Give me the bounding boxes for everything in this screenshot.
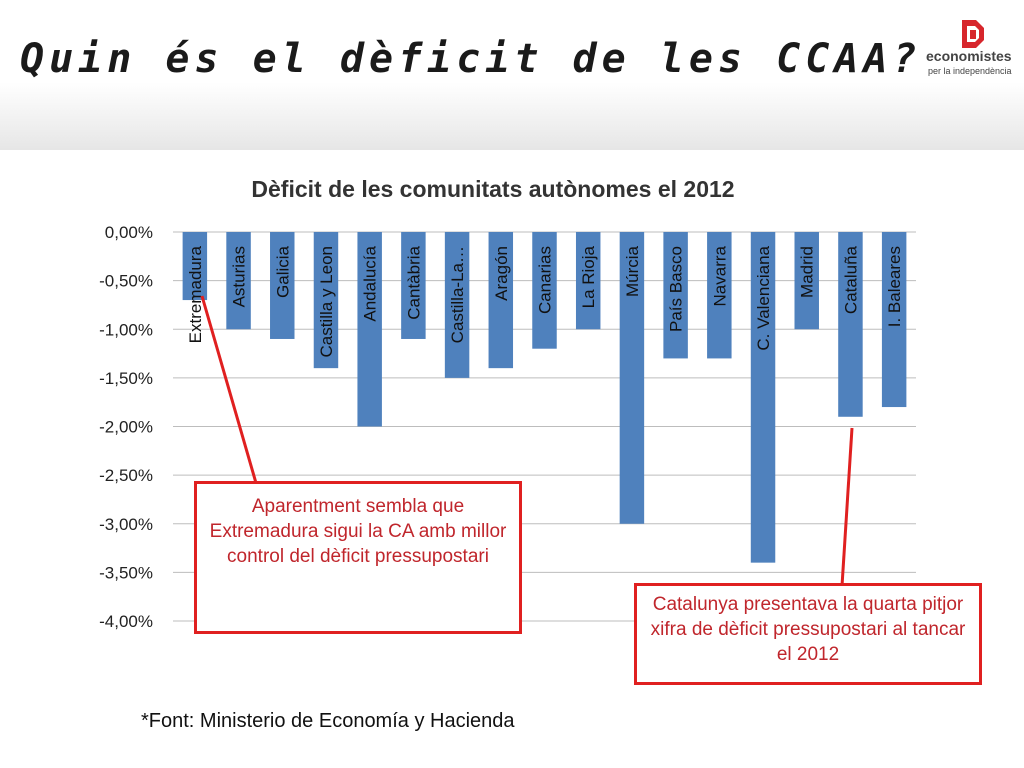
y-tick-label: -4,00% (99, 612, 153, 631)
category-label: Cantàbria (404, 245, 423, 319)
category-label: La Rioja (579, 245, 598, 308)
catalunya-callout: Catalunya presentava la quarta pitjor xi… (634, 583, 982, 685)
bar-10 (619, 232, 645, 524)
source-note: *Font: Ministerio de Economía y Hacienda (141, 710, 515, 732)
y-tick-label: -3,50% (99, 563, 153, 582)
category-labels: Extremadura Asturias Galicia Castilla y Leo… (186, 245, 904, 357)
bar-9 (575, 232, 601, 330)
bar-12 (707, 232, 732, 359)
category-label: Andalucía (361, 245, 380, 321)
bar-1 (226, 232, 251, 330)
y-tick-label: -1,00% (99, 320, 153, 339)
bar-3 (313, 232, 339, 369)
bar-2 (270, 232, 295, 339)
chart-title: Dèficit de les comunitats autònomes el 2… (251, 176, 734, 202)
category-label: País Basco (667, 246, 686, 332)
extremadura-callout: Aparentment sembla que Extremadura sigui… (194, 481, 522, 634)
bar-5 (401, 232, 426, 339)
bar-16 (881, 232, 907, 408)
bar-6 (444, 232, 470, 378)
category-label: Asturias (230, 246, 249, 307)
y-tick-label: -2,00% (99, 418, 153, 437)
left-callout-pointer (200, 295, 258, 484)
category-label: I. Baleares (885, 246, 904, 327)
bar-7 (488, 232, 514, 369)
logo-name: economistes (926, 48, 1012, 64)
category-label: Múrcia (623, 245, 642, 297)
callout-pointers (200, 295, 854, 587)
bar-0 (182, 232, 208, 301)
bar-11 (663, 232, 688, 359)
y-tick-label: -2,50% (99, 466, 153, 485)
y-tick-label: -0,50% (99, 272, 153, 291)
bar-14 (794, 232, 819, 330)
category-label: Castilla-La… (448, 246, 467, 343)
bar-15 (838, 232, 863, 417)
y-tick-label: -1,50% (99, 369, 153, 388)
category-label: C. Valenciana (754, 245, 773, 350)
category-label: Madrid (798, 246, 817, 298)
bar-13 (750, 232, 776, 563)
category-label: Castilla y Leon (317, 246, 336, 358)
right-callout-pointer (840, 427, 854, 587)
category-label: Navarra (710, 245, 729, 306)
category-label: Extremadura (186, 245, 205, 343)
slide-title: Quin és el dèficit de les CCAA? (20, 36, 922, 82)
category-label: Cataluña (841, 245, 860, 314)
y-axis-ticks: 0,00% -0,50% -1,00% -1,50% -2,00% -2,50% -3,00… (99, 223, 153, 631)
y-tick-label: 0,00% (105, 223, 153, 242)
bar-8 (532, 232, 557, 349)
category-label: Galicia (273, 245, 292, 298)
bar-4 (357, 232, 382, 427)
logo-tagline: per la independència (928, 66, 1012, 76)
y-tick-label: -3,00% (99, 515, 153, 534)
category-label: Canarias (536, 246, 555, 314)
logo-icon (962, 20, 984, 48)
header-band (0, 0, 1024, 150)
bars (182, 232, 907, 563)
category-label: Aragón (492, 246, 511, 301)
